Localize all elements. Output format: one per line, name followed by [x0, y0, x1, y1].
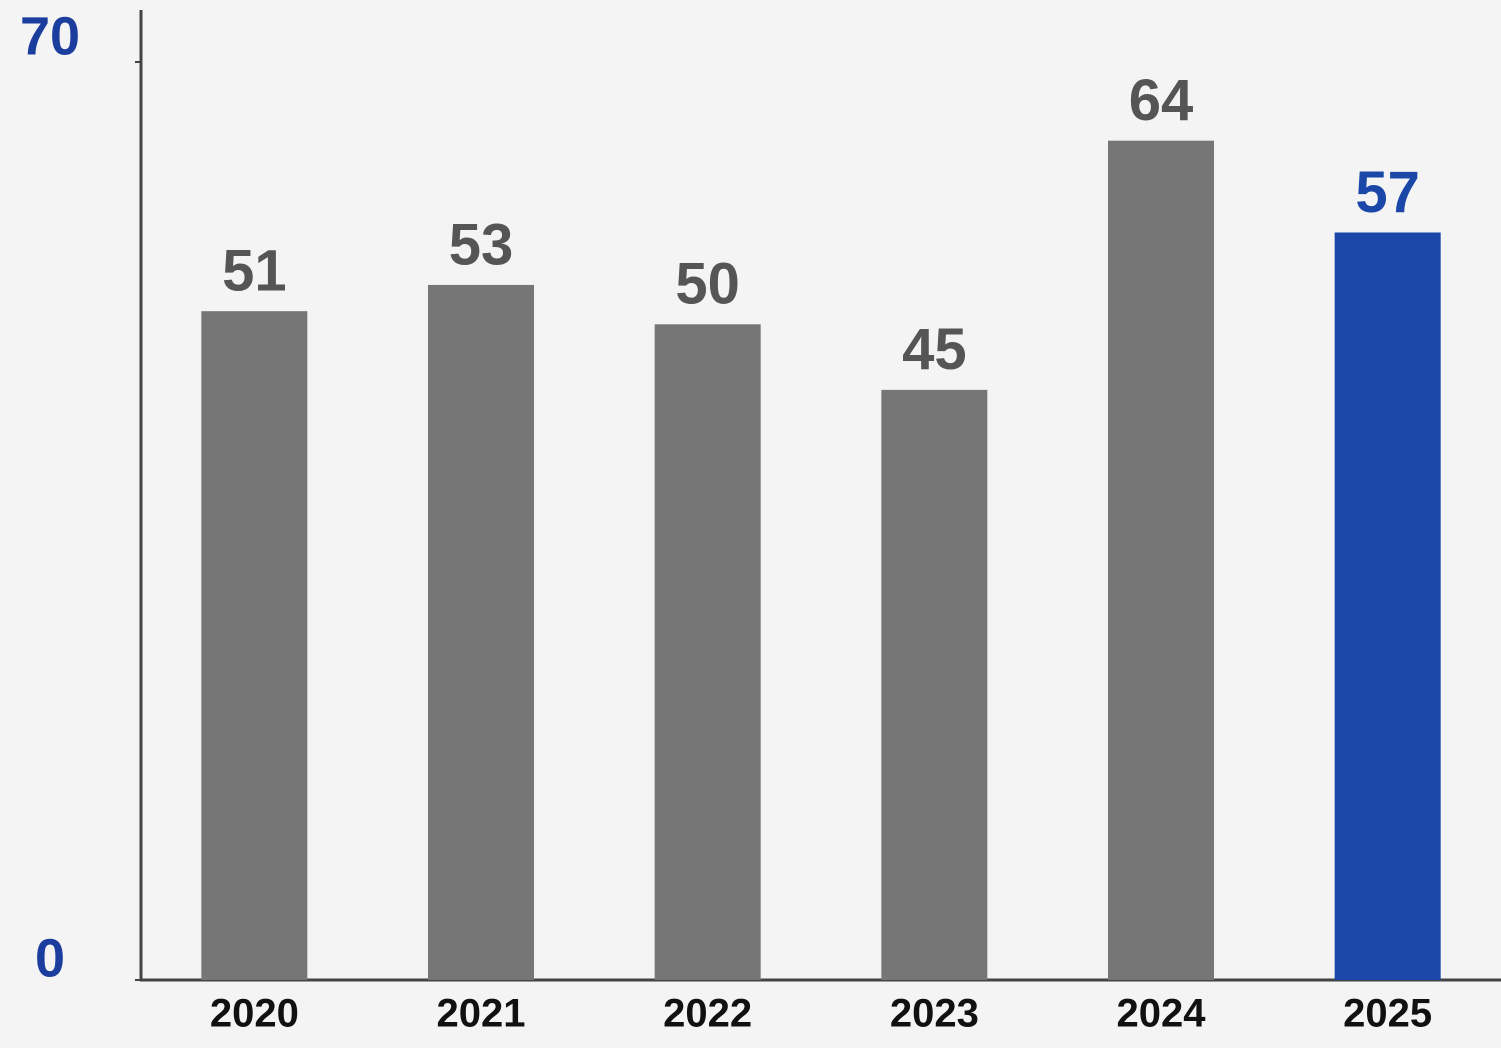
x-tick-label: 2022 [663, 992, 752, 1036]
value-label: 50 [675, 252, 740, 317]
x-tick-label: 2024 [1117, 992, 1207, 1036]
bar [1334, 232, 1441, 980]
x-tick-label: 2023 [890, 992, 979, 1036]
bar [428, 284, 534, 980]
x-tick-label: 2020 [210, 992, 299, 1036]
value-label: 64 [1129, 68, 1194, 133]
bar [654, 324, 761, 980]
value-label: 57 [1355, 160, 1420, 225]
value-label: 51 [222, 238, 287, 303]
y-tick-label: 0 [35, 928, 65, 988]
x-tick-label: 2025 [1343, 992, 1432, 1036]
bar [1108, 140, 1214, 980]
value-label: 45 [902, 317, 967, 382]
bar [881, 389, 988, 980]
bar [201, 311, 308, 981]
y-tick-label: 70 [20, 6, 80, 66]
x-tick-label: 2021 [437, 992, 526, 1036]
value-label: 53 [449, 212, 514, 277]
